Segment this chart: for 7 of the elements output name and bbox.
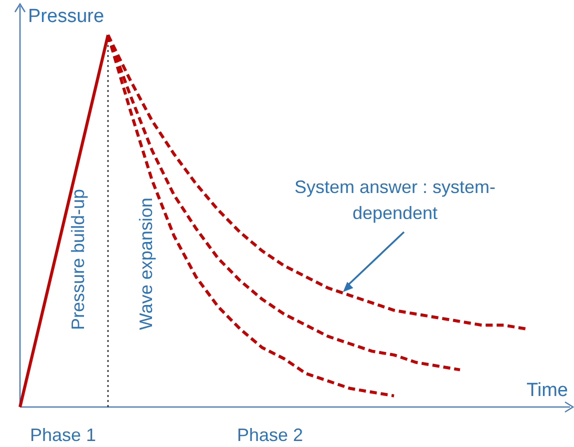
annotation: Wave expansion	[136, 198, 156, 330]
y-axis-title: Pressure	[28, 6, 104, 27]
annotation: System answer : system- dependent	[294, 177, 496, 223]
text: Phase 2	[236, 425, 304, 445]
x-axis-title: Time	[526, 380, 568, 401]
text: Phase 1	[30, 425, 96, 445]
annotation: Pressure build-up	[68, 188, 88, 330]
